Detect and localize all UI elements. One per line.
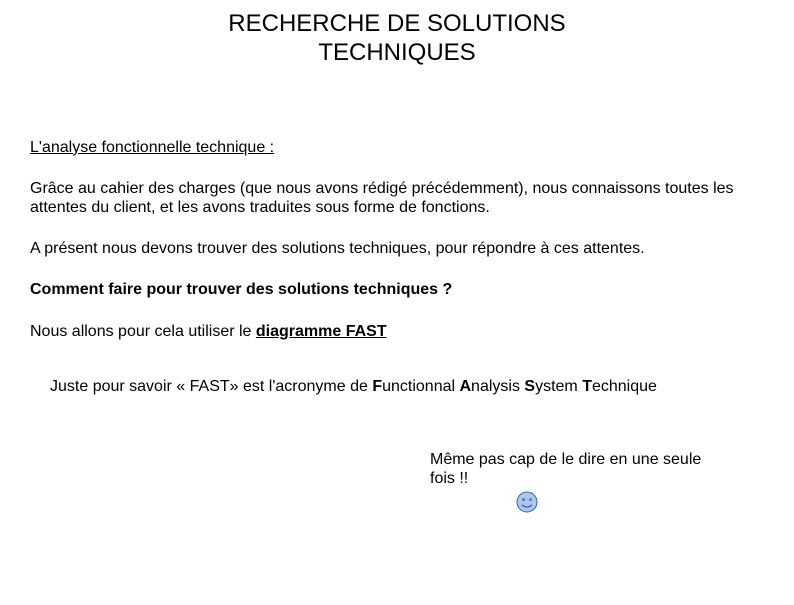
paragraph-4: Nous allons pour cela utiliser le diagra… (30, 322, 764, 341)
section-heading: L'analyse fonctionnelle technique : (30, 138, 764, 157)
paragraph-1: Grâce au cahier des charges (que nous av… (30, 179, 764, 217)
acronym-line: Juste pour savoir « FAST» est l'acronyme… (50, 377, 764, 396)
acronym-s-rest: ystem (535, 378, 582, 395)
acronym-s: S (524, 378, 535, 395)
acronym-a-rest: nalysis (471, 378, 524, 395)
paragraph-3: Comment faire pour trouver des solutions… (30, 280, 764, 299)
para4-term: diagramme FAST (256, 323, 387, 340)
aside-text: Même pas cap de le dire en une seule foi… (430, 450, 730, 488)
smiley-icon (515, 490, 539, 519)
acronym-t: T (582, 378, 592, 395)
acronym-f: F (372, 378, 382, 395)
acronym-t-rest: echnique (592, 378, 657, 395)
title-line-1: RECHERCHE DE SOLUTIONS (228, 10, 565, 37)
acronym-a: A (459, 378, 471, 395)
paragraph-2: A présent nous devons trouver des soluti… (30, 239, 764, 258)
page-title: RECHERCHE DE SOLUTIONS TECHNIQUES (0, 10, 794, 68)
acronym-f-rest: unctionnal (382, 378, 459, 395)
title-line-2: TECHNIQUES (318, 39, 475, 66)
content-block: L'analyse fonctionnelle technique : Grâc… (30, 138, 764, 396)
para4-prefix: Nous allons pour cela utiliser le (30, 323, 256, 340)
acronym-prefix: Juste pour savoir « FAST» est l'acronyme… (50, 378, 372, 395)
